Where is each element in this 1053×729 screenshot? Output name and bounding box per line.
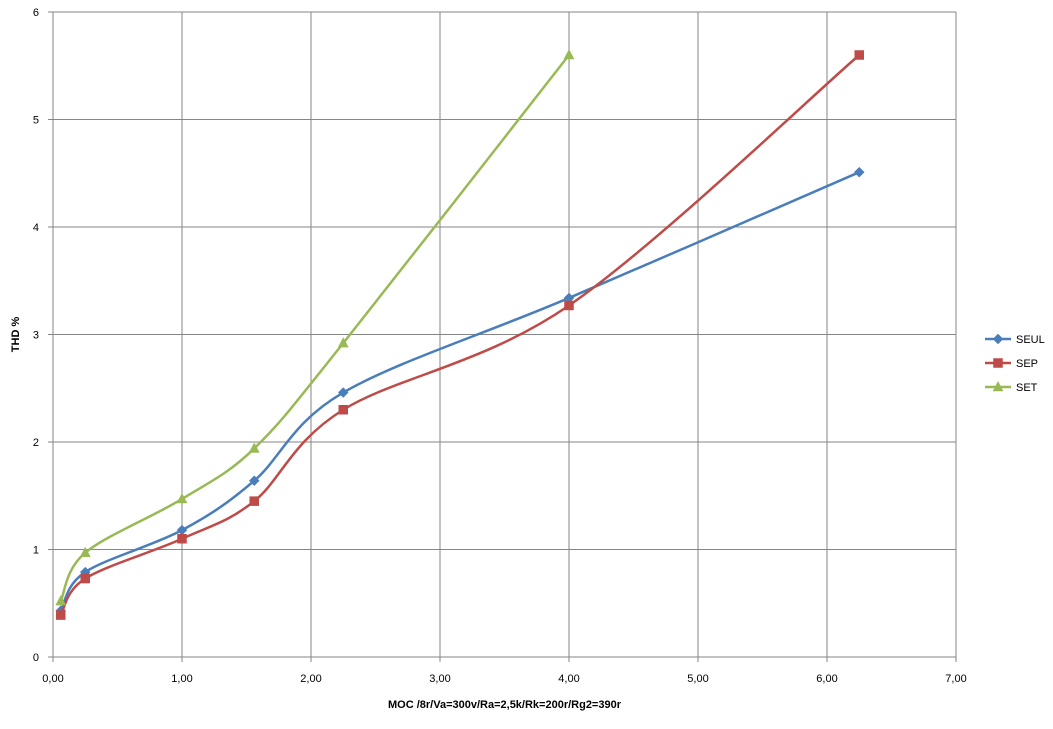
x-axis-ticks: 0,00 1,00 2,00 3,00 4,00 5,00 6,00 7,00 [42,657,967,685]
data-point-sep [564,300,574,311]
legend-label-seul: SEUL [1016,334,1045,346]
data-point-seul [337,387,349,398]
series-set [55,48,575,606]
legend-item-set: SET [985,380,1038,394]
legend-marker-seul [992,333,1004,345]
x-tick-label: 2,00 [300,673,321,685]
data-point-set [176,492,188,504]
legend-label-sep: SEP [1016,358,1038,370]
series-seul [55,166,865,617]
grid [53,11,957,657]
x-tick-label: 7,00 [945,673,966,685]
legend-label-set: SET [1016,382,1038,394]
x-tick-label: 4,00 [558,673,579,685]
y-tick-label: 3 [33,330,39,342]
data-point-sep [177,534,187,544]
y-tick-label: 5 [33,115,39,127]
data-point-seul [853,166,865,178]
y-axis-title: THD % [10,317,22,353]
y-tick-label: 1 [33,545,39,557]
series-sep [55,50,864,620]
y-axis-ticks: 0 1 2 3 4 5 6 [33,7,53,664]
data-point-seul [248,475,260,487]
data-point-set [55,595,67,606]
y-tick-label: 4 [33,222,39,234]
y-tick-label: 0 [33,652,39,664]
data-point-set [79,546,91,557]
y-tick-label: 6 [33,7,39,19]
data-point-sep [80,573,90,584]
x-tick-label: 1,00 [171,673,192,685]
x-tick-label: 3,00 [429,673,450,685]
legend: SEUL SEP SET [985,333,1045,394]
x-axis-title: MOC /8r/Va=300v/Ra=2,5k/Rk=200r/Rg2=390r [388,699,622,711]
y-tick-label: 2 [33,437,39,449]
data-point-seul [176,524,188,536]
legend-item-seul: SEUL [985,333,1045,346]
series-group [55,48,865,620]
x-tick-label: 6,00 [816,673,837,685]
data-point-sep [249,496,259,506]
legend-item-sep: SEP [985,358,1038,370]
data-point-sep [55,610,66,620]
data-point-set [248,442,260,453]
data-point-set [563,48,575,60]
series-line-seul [59,170,861,613]
data-point-set [337,337,349,348]
legend-marker-sep [993,358,1003,368]
x-tick-label: 5,00 [687,673,708,685]
data-point-sep [338,405,348,415]
data-point-sep [854,50,864,60]
legend-marker-set [992,380,1004,392]
series-line-sep [59,53,861,617]
x-tick-label: 0,00 [42,673,63,685]
